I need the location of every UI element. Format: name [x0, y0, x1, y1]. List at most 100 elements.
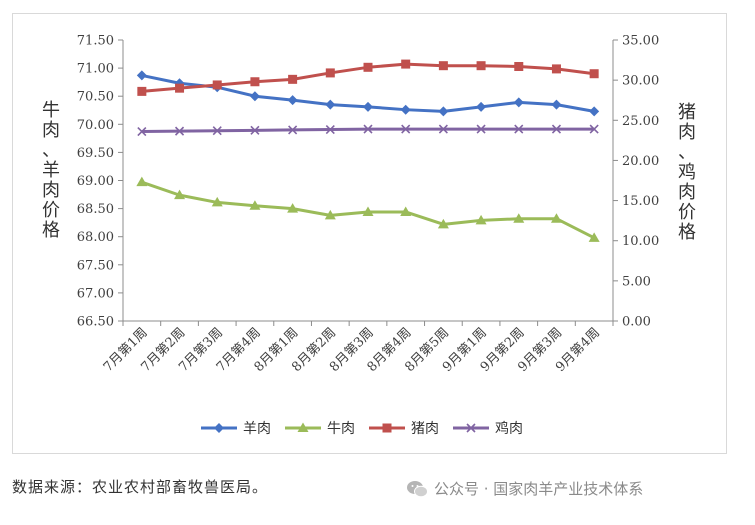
left-axis-ticks: 66.50 67.00 67.50 68.00 68.50 69.00 69.50 70.00… [77, 34, 123, 330]
data-point [287, 95, 298, 106]
watermark: 公众号 · 国家肉羊产业技术体系 [406, 478, 643, 499]
source-note: 数据来源：农业农村部畜牧兽医局。 [12, 478, 269, 496]
data-point [136, 70, 147, 81]
left-tick-label: 70.50 [77, 90, 114, 105]
right-tick-label: 30.00 [622, 74, 659, 89]
data-point [212, 80, 222, 90]
data-point [438, 124, 448, 134]
left-tick-label: 71.50 [77, 34, 114, 49]
legend-item-猪肉: 猪肉 [369, 421, 439, 437]
axis-label-char: 格 [678, 222, 696, 243]
axis-label-char: 、 [678, 142, 696, 163]
legend-swatch-marker [466, 423, 476, 433]
data-point [211, 196, 223, 207]
data-point [174, 189, 186, 200]
series-鸡肉 [137, 124, 599, 137]
right-tick-label: 10.00 [622, 234, 659, 249]
right-tick-label: 20.00 [622, 154, 659, 169]
left-tick-label: 69.50 [77, 146, 114, 161]
data-point [175, 83, 185, 93]
data-point [476, 101, 487, 112]
data-point [249, 91, 260, 102]
axis-label-char: 价 [678, 202, 696, 223]
data-point [362, 206, 374, 216]
data-point [212, 126, 222, 136]
data-point [588, 232, 600, 242]
x-axis-ticks: 7月第1周7月第2周7月第3周7月第4周8月第1周8月第2周8月第3周8月第4周… [101, 321, 614, 375]
data-point [363, 101, 373, 112]
axis-label-char: 猪 [678, 102, 696, 123]
data-point [137, 86, 147, 96]
data-point [513, 97, 524, 108]
data-point [475, 214, 487, 225]
watermark-text: 公众号 · 国家肉羊产业技术体系 [434, 480, 644, 498]
data-point [325, 99, 336, 110]
right-tick-label: 15.00 [622, 194, 659, 209]
legend-label: 鸡肉 [495, 420, 523, 437]
data-point [137, 126, 147, 137]
axis-label-char: 牛 [42, 100, 60, 121]
left-tick-label: 67.50 [77, 258, 114, 273]
legend-item-羊肉: 羊肉 [201, 421, 271, 437]
data-point [514, 124, 524, 134]
data-point [589, 106, 600, 117]
series-layer [136, 59, 600, 242]
data-point [476, 124, 486, 134]
left-tick-label: 68.00 [77, 230, 114, 245]
data-point [551, 124, 562, 134]
data-point [401, 124, 411, 134]
data-point [400, 104, 411, 115]
legend-swatch-marker [214, 423, 224, 433]
data-point [363, 124, 373, 134]
data-point [324, 209, 336, 220]
data-point [514, 61, 524, 71]
data-point [325, 68, 335, 78]
data-point [363, 62, 373, 72]
legend-label: 羊肉 [243, 421, 271, 437]
data-point [249, 200, 261, 210]
legend-item-牛肉: 牛肉 [285, 421, 355, 437]
right-tick-label: 0.00 [622, 315, 651, 330]
data-point [325, 124, 335, 135]
right-tick-label: 5.00 [622, 274, 651, 289]
line-chart: 66.50 67.00 67.50 68.00 68.50 69.00 69.50 70.00… [42, 34, 696, 438]
axis-label-char: 鸡 [678, 162, 696, 183]
legend: 羊肉 牛肉 猪肉 鸡肉 [201, 420, 523, 437]
left-tick-label: 68.50 [77, 202, 114, 217]
data-point [589, 69, 599, 79]
data-point [174, 126, 185, 136]
legend-swatch-marker [297, 422, 309, 432]
left-tick-label: 66.50 [77, 315, 114, 330]
data-point [438, 61, 448, 71]
axis-label-char: 格 [42, 220, 60, 241]
axis-label-char: 肉 [42, 180, 60, 201]
data-point [250, 125, 260, 135]
series-羊肉 [136, 70, 600, 117]
data-point [551, 99, 562, 110]
left-tick-label: 70.00 [77, 118, 114, 133]
right-tick-label: 35.00 [622, 34, 659, 49]
data-point [288, 125, 298, 135]
axis-label-char: 肉 [678, 182, 696, 203]
data-point [550, 213, 562, 223]
right-tick-label: 25.00 [622, 114, 659, 129]
axis-label-char: 肉 [678, 122, 696, 143]
data-point [551, 64, 561, 74]
legend-item-鸡肉: 鸡肉 [453, 420, 523, 437]
data-point [476, 61, 486, 71]
series-牛肉 [136, 176, 600, 242]
axes [122, 40, 614, 322]
axis-label-char: 肉 [42, 120, 60, 141]
data-point [400, 206, 412, 216]
axis-label-char: 羊 [42, 160, 60, 181]
series-猪肉 [137, 59, 599, 96]
data-point [438, 106, 449, 117]
data-point [136, 176, 148, 187]
data-point [513, 213, 525, 223]
data-point [437, 218, 449, 229]
axis-label-char: 价 [42, 200, 60, 221]
data-point [401, 59, 411, 69]
left-tick-label: 71.00 [77, 62, 114, 77]
axis-label-char: 、 [42, 140, 60, 161]
